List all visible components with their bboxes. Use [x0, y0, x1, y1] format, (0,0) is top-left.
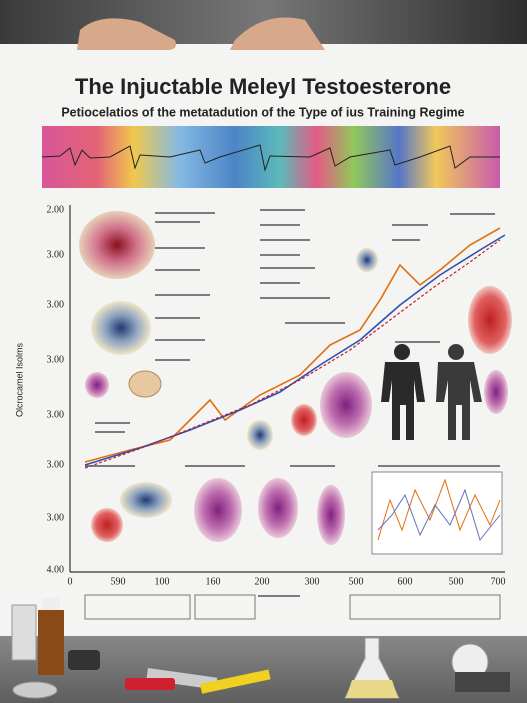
cell-image — [194, 478, 242, 542]
inset-line — [377, 488, 501, 542]
x-tick-label: 160 — [206, 576, 221, 587]
cell-image — [356, 248, 378, 272]
cell-image — [85, 372, 109, 398]
cell-image — [484, 370, 508, 414]
text-placeholder — [85, 209, 500, 597]
poster-title: The Injuctable Meleyl Testoesterone — [75, 74, 451, 99]
cell-image — [258, 478, 298, 538]
x-tick-label: 0 — [68, 576, 73, 587]
y-tick-label: 3.00 — [47, 409, 65, 420]
y-tick-label: 3.00 — [47, 249, 65, 260]
inset-chart — [371, 471, 503, 555]
spectrum-band — [42, 126, 500, 188]
y-tick-label: 3.00 — [47, 299, 65, 310]
cell-image — [120, 482, 172, 518]
x-tick-label: 590 — [111, 576, 126, 587]
y-axis-title: Olcrocamel Isolms — [14, 342, 24, 417]
y-tick-label: 3.00 — [47, 512, 65, 523]
x-tick-label: 300 — [305, 576, 320, 587]
hand — [77, 18, 176, 50]
y-tick-label: 3.00 — [47, 459, 65, 470]
cell-image — [91, 301, 151, 355]
bodybuilder-figure — [381, 344, 425, 440]
cell-image — [247, 420, 273, 450]
poster-subtitle: Petiocelatios of the metatadution of the… — [61, 105, 464, 119]
x-tick-label: 200 — [255, 576, 270, 587]
cell-image — [91, 508, 123, 542]
trend-line — [84, 239, 501, 469]
y-tick-label: 2.00 — [47, 204, 65, 215]
x-tick-label: 500 — [449, 576, 464, 587]
x-tick-label: 600 — [398, 576, 413, 587]
waveform — [41, 144, 500, 172]
cell-image — [317, 485, 345, 545]
cell-image — [128, 370, 162, 398]
inset-line — [377, 478, 501, 541]
y-tick-label: 3.00 — [47, 354, 65, 365]
lab-equipment — [11, 598, 510, 699]
legend-box — [84, 594, 501, 620]
cell-image — [320, 372, 372, 438]
y-tick-label: 4.00 — [47, 564, 65, 575]
cell-image — [291, 404, 317, 436]
trend-line — [84, 234, 506, 466]
bodybuilder-figure — [436, 344, 482, 440]
x-tick-label: 500 — [349, 576, 364, 587]
hand — [230, 17, 325, 50]
cell-image — [79, 211, 155, 279]
x-tick-label: 100 — [155, 576, 170, 587]
x-tick-label: 700 — [491, 576, 506, 587]
cell-image — [468, 286, 512, 354]
trend-line — [84, 227, 501, 463]
